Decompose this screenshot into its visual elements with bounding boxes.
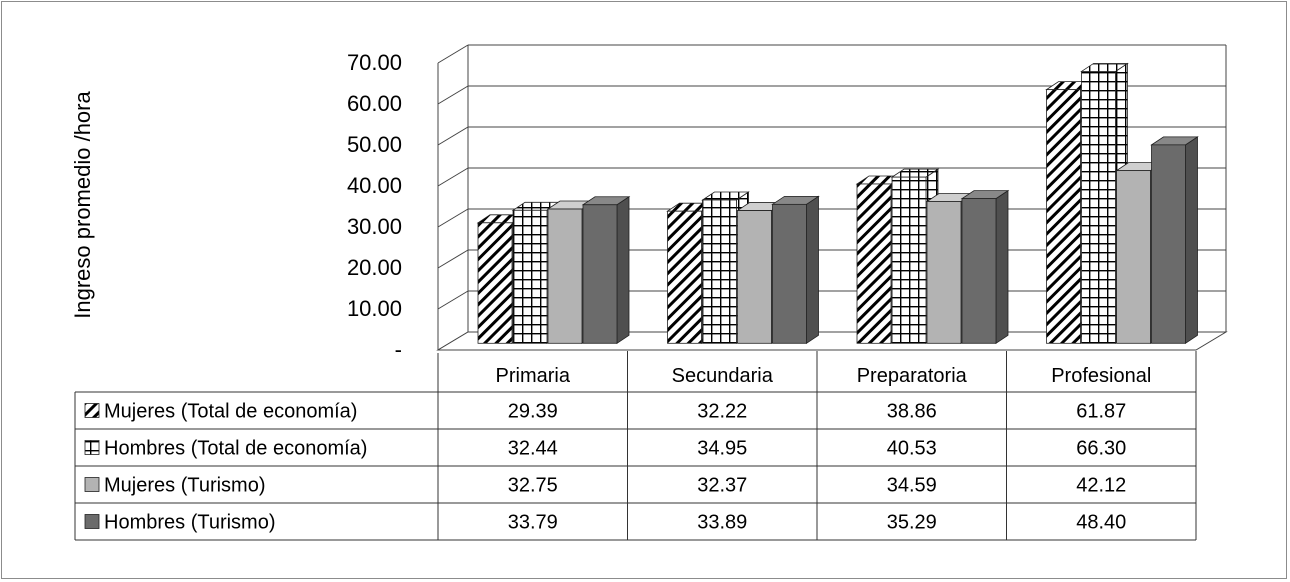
- data-label: 32.44: [508, 438, 558, 460]
- bar: [856, 183, 892, 344]
- y-axis-label: Ingreso promedio /hora: [70, 91, 95, 319]
- data-label: 61.87: [1076, 401, 1126, 423]
- data-label: 48.40: [1076, 512, 1126, 534]
- bar: [961, 198, 997, 344]
- bar: [1046, 89, 1081, 344]
- data-label: 38.86: [887, 401, 937, 423]
- side-gridline: [437, 249, 469, 269]
- data-label: 33.79: [508, 512, 558, 534]
- bar: [547, 208, 583, 344]
- legend-entry: Mujeres (Total de economía): [104, 401, 357, 423]
- bar: [1151, 144, 1186, 344]
- y-tick-label: 40.00: [347, 173, 402, 198]
- data-label: 32.75: [508, 475, 558, 497]
- legend-entry: Mujeres (Turismo): [104, 475, 266, 497]
- legend-entry: Hombres (Turismo): [104, 512, 276, 534]
- bar: [1081, 71, 1116, 344]
- side-gridline: [437, 44, 469, 64]
- bar-side: [616, 196, 630, 345]
- bar: [582, 204, 618, 344]
- y-tick-label: 10.00: [347, 296, 402, 321]
- bar-side: [995, 189, 1009, 345]
- x-tick-label: Secundaria: [672, 365, 774, 387]
- data-label: 42.12: [1076, 475, 1126, 497]
- legend-entry: Hombres (Total de economía): [104, 438, 367, 460]
- y-tick-label: 70.00: [347, 50, 402, 75]
- x-tick-label: Primaria: [496, 365, 571, 387]
- y-tick-label: 60.00: [347, 91, 402, 116]
- data-label: 32.37: [697, 475, 747, 497]
- side-gridline: [437, 208, 469, 228]
- bar: [1116, 170, 1151, 344]
- legend-swatch: [84, 514, 100, 529]
- y-tick-label: 20.00: [347, 255, 402, 280]
- legend-swatch: [84, 440, 100, 455]
- bar-side: [806, 195, 819, 345]
- data-label: 33.89: [697, 512, 747, 534]
- bar: [512, 209, 548, 344]
- x-tick-label: Preparatoria: [857, 365, 968, 387]
- bar: [702, 199, 737, 344]
- side-gridline: [437, 290, 469, 310]
- bar: [477, 222, 513, 344]
- side-gridline: [437, 167, 469, 187]
- side-gridline: [437, 126, 469, 146]
- data-label: 32.22: [697, 401, 747, 423]
- bar: [737, 210, 772, 344]
- bar: [667, 210, 702, 344]
- data-label: 29.39: [508, 401, 558, 423]
- data-label: 66.30: [1076, 438, 1126, 460]
- bar: [772, 203, 807, 344]
- side-gridline: [437, 85, 469, 105]
- x-tick-label: Profesional: [1051, 365, 1151, 387]
- data-label: 34.95: [697, 438, 747, 460]
- y-tick-label: 30.00: [347, 214, 402, 239]
- y-tick-label: -: [395, 337, 402, 362]
- legend-swatch: [84, 477, 100, 492]
- data-label: 35.29: [887, 512, 937, 534]
- bar-side: [1185, 136, 1198, 345]
- y-tick-label: 50.00: [347, 132, 402, 157]
- bar: [926, 201, 962, 344]
- bar: [891, 176, 927, 344]
- floor: [436, 331, 1228, 351]
- legend-swatch: [84, 403, 100, 418]
- data-label: 34.59: [887, 475, 937, 497]
- data-label: 40.53: [887, 438, 937, 460]
